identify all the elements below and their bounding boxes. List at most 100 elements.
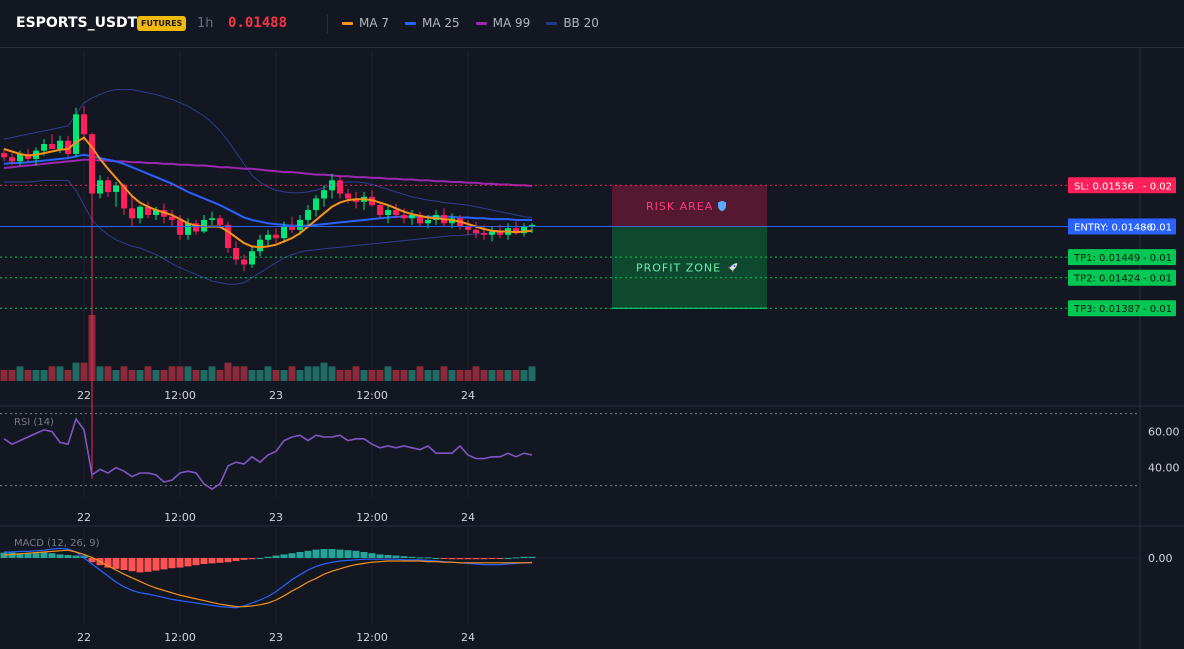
candle-body [57, 140, 63, 149]
candle-body [497, 231, 503, 235]
volume-bar [400, 370, 408, 381]
volume-bar [224, 362, 232, 381]
macd-histogram-bar [328, 549, 336, 558]
legend-item-ma-7[interactable]: MA 7 [342, 16, 389, 30]
macd-histogram-bar [400, 556, 408, 558]
volume-bar [416, 366, 424, 381]
volume-bar [176, 366, 184, 381]
macd-histogram-bar [184, 558, 192, 567]
macd-histogram-bar [448, 558, 456, 560]
candle-body [377, 205, 383, 215]
candle-body [425, 219, 431, 224]
volume-bar [512, 370, 520, 381]
profit-zone [612, 226, 767, 309]
candle-body [249, 251, 255, 265]
volume-bar [144, 366, 152, 381]
legend-swatch [405, 21, 417, 25]
macd-histogram-bar [336, 549, 344, 558]
volume-bar [320, 362, 328, 381]
volume-bar [96, 366, 104, 381]
macd-histogram-bar [88, 558, 96, 563]
candle-body [481, 233, 487, 235]
volume-bar [216, 370, 224, 381]
candle-body [193, 223, 199, 232]
volume-bar [16, 366, 24, 381]
volume-bar [248, 370, 256, 381]
candle-body [417, 215, 423, 224]
candle-body [241, 259, 247, 265]
candle-body [337, 180, 343, 194]
level-tag-label: TP3: 0.01387 [1073, 304, 1140, 315]
macd-histogram-bar [368, 553, 376, 558]
macd-histogram-bar [264, 556, 272, 558]
candle-body [297, 219, 303, 230]
candle-body [473, 229, 479, 234]
candle-body [345, 193, 351, 199]
macd-histogram-bar [232, 558, 240, 561]
candle-body [169, 216, 175, 220]
candle-body [9, 157, 15, 162]
candle-body [89, 134, 95, 194]
volume-bar [112, 370, 120, 381]
volume-bar [304, 366, 312, 381]
futures-badge: FUTURES [137, 16, 187, 31]
volume-bar [448, 370, 456, 381]
macd-histogram-bar [424, 557, 432, 559]
volume-bar [240, 366, 248, 381]
macd-histogram-bar [304, 550, 312, 558]
macd-histogram-bar [344, 550, 352, 558]
legend-label: BB 20 [563, 16, 599, 30]
risk-area-label: RISK AREA [646, 200, 713, 213]
volume-bar [72, 362, 80, 381]
volume-bar [312, 366, 320, 381]
candle-body [121, 185, 127, 209]
candle-body [289, 226, 295, 230]
macd-histogram-bar [320, 549, 328, 558]
chart-header: ESPORTS_USDT FUTURES 1h 0.01488 MA 7 MA 2… [0, 0, 1184, 48]
candle-body [209, 218, 215, 220]
legend-item-ma-25[interactable]: MA 25 [405, 16, 460, 30]
level-tag-label: SL: 0.01536 [1074, 181, 1134, 192]
macd-histogram-bar [528, 556, 536, 558]
macd-histogram-bar [288, 553, 296, 558]
legend-item-bb-20[interactable]: BB 20 [546, 16, 599, 30]
candle-body [185, 223, 191, 235]
macd-histogram-bar [168, 558, 176, 569]
macd-histogram-bar [16, 553, 24, 558]
time-axis-label: 24 [461, 511, 475, 524]
macd-histogram-bar [152, 558, 160, 571]
volume-bar [64, 370, 72, 381]
macd-histogram-bar [296, 552, 304, 558]
time-axis-label: 12:00 [164, 511, 196, 524]
legend-item-ma-99[interactable]: MA 99 [475, 16, 530, 30]
legend-swatch [546, 21, 558, 25]
macd-histogram-bar [176, 558, 184, 568]
volume-bar [352, 366, 360, 381]
volume-bar [408, 370, 416, 381]
volume-bar [440, 366, 448, 381]
candle-body [153, 210, 159, 215]
candle-body [521, 226, 527, 234]
macd-histogram-bar [496, 558, 504, 559]
macd-histogram-bar [312, 549, 320, 558]
macd-histogram-bar [352, 550, 360, 558]
candle-body [273, 234, 279, 239]
macd-histogram-bar [456, 558, 464, 560]
time-axis-label: 22 [77, 511, 91, 524]
legend-swatch [475, 21, 487, 25]
time-axis-label: 24 [461, 389, 475, 402]
legend-label: MA 7 [359, 16, 390, 30]
header-divider [327, 15, 328, 33]
last-price: 0.01488 [228, 15, 288, 31]
volume-bar [456, 370, 464, 381]
rsi-line [3, 417, 533, 491]
volume-bar [184, 366, 192, 381]
volume-bar [160, 370, 168, 381]
volume-bar [384, 366, 392, 381]
candle-body [1, 153, 7, 158]
interval-selector[interactable]: 1h [197, 16, 214, 31]
volume-bar [344, 370, 352, 381]
candle-body [137, 206, 143, 219]
symbol-name[interactable]: ESPORTS_USDT [16, 15, 138, 31]
